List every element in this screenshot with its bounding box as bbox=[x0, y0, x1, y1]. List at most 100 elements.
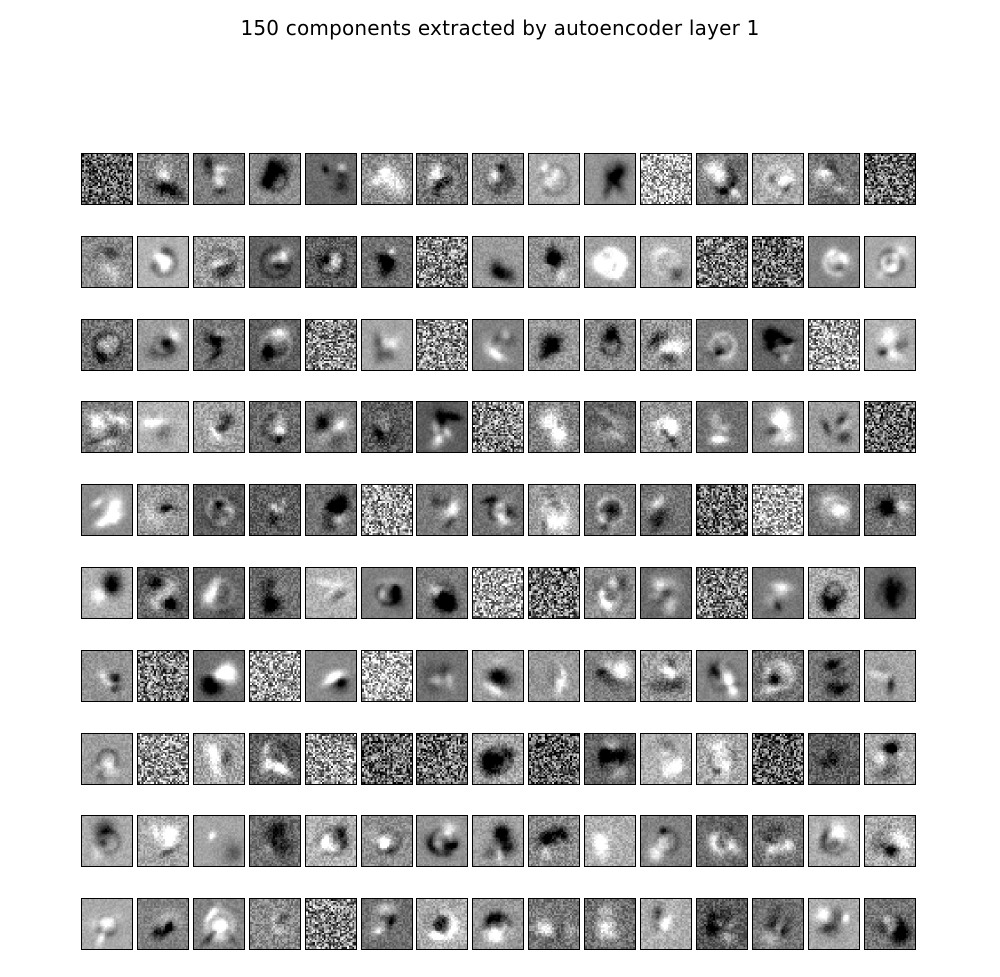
component-image bbox=[640, 153, 692, 205]
component-image bbox=[361, 650, 413, 702]
component-image bbox=[81, 153, 133, 205]
component-image bbox=[305, 815, 357, 867]
component-image bbox=[472, 567, 524, 619]
component-image bbox=[305, 898, 357, 950]
component-image bbox=[528, 733, 580, 785]
component-image bbox=[864, 733, 916, 785]
component-image bbox=[472, 484, 524, 536]
component-image bbox=[864, 484, 916, 536]
component-image bbox=[137, 650, 189, 702]
component-image bbox=[864, 815, 916, 867]
component-image bbox=[81, 567, 133, 619]
component-image bbox=[808, 236, 860, 288]
component-image bbox=[584, 650, 636, 702]
component-image bbox=[361, 401, 413, 453]
component-image bbox=[416, 567, 468, 619]
component-image bbox=[752, 898, 804, 950]
component-image bbox=[193, 733, 245, 785]
component-image bbox=[584, 898, 636, 950]
component-image bbox=[584, 153, 636, 205]
component-image bbox=[696, 484, 748, 536]
component-image bbox=[808, 650, 860, 702]
component-image bbox=[640, 401, 692, 453]
component-image bbox=[864, 236, 916, 288]
component-image bbox=[640, 236, 692, 288]
component-image bbox=[361, 484, 413, 536]
component-image bbox=[528, 567, 580, 619]
figure-title: 150 components extracted by autoencoder … bbox=[240, 16, 760, 40]
component-image bbox=[864, 898, 916, 950]
component-image bbox=[193, 236, 245, 288]
component-image bbox=[584, 236, 636, 288]
component-image bbox=[528, 401, 580, 453]
component-image bbox=[472, 815, 524, 867]
component-image bbox=[472, 236, 524, 288]
component-image bbox=[864, 401, 916, 453]
component-image bbox=[752, 650, 804, 702]
component-image bbox=[361, 319, 413, 371]
component-image bbox=[416, 236, 468, 288]
component-image bbox=[584, 401, 636, 453]
component-image bbox=[193, 898, 245, 950]
component-image bbox=[416, 815, 468, 867]
component-image bbox=[249, 484, 301, 536]
component-image bbox=[305, 236, 357, 288]
component-image bbox=[584, 567, 636, 619]
component-image bbox=[752, 733, 804, 785]
component-image bbox=[137, 733, 189, 785]
component-image bbox=[305, 153, 357, 205]
component-image bbox=[81, 898, 133, 950]
component-image bbox=[81, 401, 133, 453]
component-image bbox=[696, 401, 748, 453]
component-image bbox=[249, 153, 301, 205]
component-image bbox=[528, 815, 580, 867]
component-image bbox=[416, 153, 468, 205]
component-image bbox=[81, 236, 133, 288]
component-image bbox=[752, 484, 804, 536]
component-image bbox=[193, 567, 245, 619]
component-image bbox=[472, 153, 524, 205]
component-image bbox=[528, 484, 580, 536]
component-image bbox=[249, 650, 301, 702]
component-image bbox=[584, 815, 636, 867]
component-image bbox=[864, 319, 916, 371]
component-image bbox=[305, 484, 357, 536]
component-image bbox=[193, 650, 245, 702]
component-image bbox=[81, 815, 133, 867]
component-image bbox=[752, 236, 804, 288]
component-image bbox=[864, 650, 916, 702]
component-image bbox=[808, 898, 860, 950]
component-image bbox=[752, 319, 804, 371]
component-image bbox=[305, 567, 357, 619]
component-image bbox=[193, 401, 245, 453]
component-image bbox=[137, 815, 189, 867]
component-image bbox=[528, 650, 580, 702]
component-image bbox=[361, 898, 413, 950]
component-image bbox=[472, 319, 524, 371]
component-image bbox=[249, 733, 301, 785]
component-image bbox=[528, 153, 580, 205]
component-image bbox=[808, 484, 860, 536]
component-image bbox=[528, 319, 580, 371]
component-image bbox=[361, 815, 413, 867]
component-image bbox=[808, 401, 860, 453]
component-image bbox=[696, 153, 748, 205]
component-image bbox=[584, 319, 636, 371]
component-image bbox=[416, 898, 468, 950]
component-image bbox=[808, 567, 860, 619]
component-image bbox=[249, 236, 301, 288]
component-image bbox=[696, 815, 748, 867]
component-image bbox=[305, 401, 357, 453]
component-image bbox=[193, 815, 245, 867]
component-image bbox=[361, 236, 413, 288]
component-image bbox=[249, 401, 301, 453]
component-image bbox=[416, 733, 468, 785]
component-image bbox=[472, 650, 524, 702]
component-image bbox=[640, 650, 692, 702]
component-image bbox=[584, 484, 636, 536]
component-image bbox=[584, 733, 636, 785]
component-image bbox=[472, 898, 524, 950]
component-image bbox=[416, 401, 468, 453]
component-image bbox=[696, 650, 748, 702]
component-image bbox=[193, 153, 245, 205]
